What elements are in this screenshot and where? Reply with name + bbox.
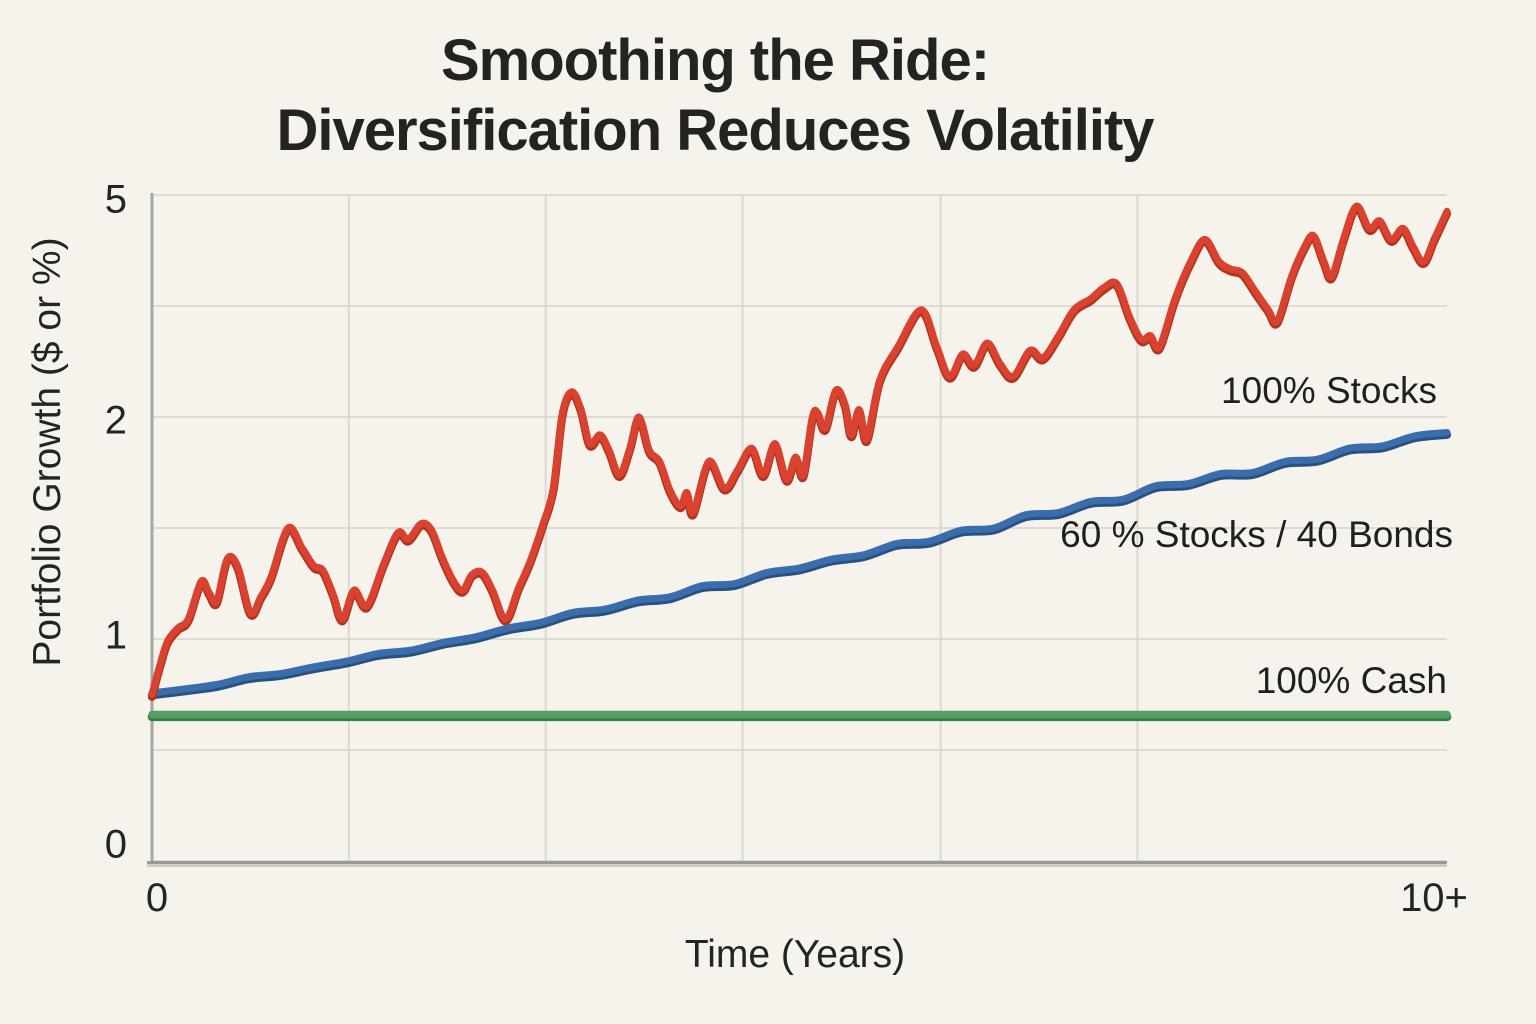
label-100-cash: 100% Cash: [1255, 660, 1447, 701]
y-tick-5: 5: [104, 177, 127, 222]
series-line-100-stocks: [148, 202, 1451, 698]
chart-title-line1: Smoothing the Ride:: [440, 28, 990, 93]
y-tick-1: 1: [104, 613, 127, 658]
y-tick-2: 2: [104, 398, 127, 443]
x-tick-0: 0: [145, 876, 169, 920]
series-line-60-stocks-40-bonds: [148, 429, 1451, 697]
y-axis-title: Portfolio Growth ($ or %): [26, 237, 69, 667]
label-100-stocks: 100% Stocks: [1221, 370, 1437, 411]
x-axis-title: Time (Years): [684, 933, 906, 976]
x-tick-10plus: 10+: [1400, 876, 1468, 920]
label-60-40-mix: 60 % Stocks / 40 Bonds: [1060, 514, 1453, 555]
chart-title-line2: Diversification Reduces Volatility: [276, 98, 1154, 163]
chart-title: Smoothing the Ride: Diversification Redu…: [0, 26, 1430, 166]
y-tick-0: 0: [104, 822, 127, 867]
